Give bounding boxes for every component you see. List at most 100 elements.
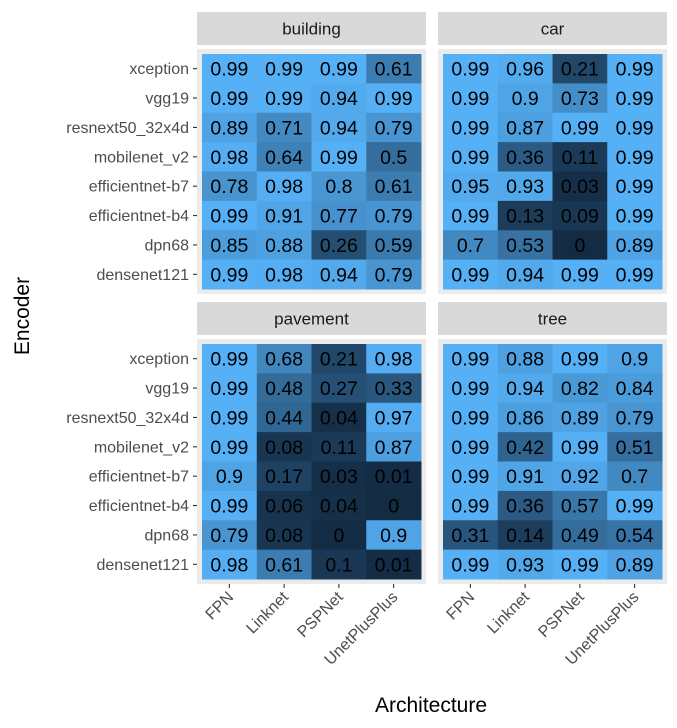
cell-value-label: 0.1	[325, 554, 352, 576]
heatmap-cell	[552, 373, 608, 404]
cell-value-label: 0.31	[451, 525, 489, 547]
heatmap-cell	[443, 549, 499, 580]
cell-value-label: 0.99	[451, 206, 489, 228]
heatmap-cell	[366, 461, 422, 492]
panel-building: building 0.99 0.99 0.99 0.61 0.99 0.99 0.94 0.99…	[197, 12, 426, 294]
heatmap-cell	[607, 54, 663, 84]
cell-value-label: 0.99	[616, 88, 654, 110]
cell-value-label: 0.79	[375, 206, 413, 228]
heatmap-cell	[366, 259, 422, 290]
heatmap-cell	[607, 171, 663, 202]
cell-value-label: 0.61	[265, 554, 303, 576]
cell-value-label: 0.48	[265, 378, 303, 400]
cell-value-label: 0	[574, 235, 585, 257]
cell-value-label: 0.99	[561, 264, 599, 286]
heatmap-cell	[497, 490, 553, 521]
heatmap-cell	[256, 230, 312, 261]
cell-value-label: 0.9	[512, 88, 539, 110]
x-tick-label: FPN	[444, 589, 479, 624]
cell-value-label: 0.99	[210, 206, 248, 228]
cell-value-label: 0.9	[216, 466, 243, 488]
heatmap-cell	[311, 54, 367, 84]
cell-value-label: 0.7	[621, 466, 648, 488]
heatmap-cell	[552, 259, 608, 290]
heatmap-cell	[202, 402, 258, 433]
cell-value-label: 0.99	[451, 554, 489, 576]
cell-value-label: 0.9	[380, 525, 407, 547]
heatmap-cell	[552, 230, 608, 261]
facet-strip-label: pavement	[274, 310, 349, 329]
heatmap-cell	[443, 520, 499, 551]
heatmap-cell	[366, 83, 422, 114]
cell-value-label: 0.98	[210, 554, 248, 576]
heatmap-cell	[443, 112, 499, 143]
cell-value-label: 0.99	[451, 496, 489, 518]
heatmap-cell	[552, 490, 608, 521]
cell-value-label: 0.01	[375, 554, 413, 576]
cell-value-label: 0.86	[506, 407, 544, 429]
heatmap-cell	[256, 490, 312, 521]
cell-value-label: 0.03	[320, 466, 358, 488]
y-tick-label: efficientnet-b7	[89, 469, 189, 486]
heatmap-cell	[497, 402, 553, 433]
cell-value-label: 0.8	[325, 176, 352, 198]
heatmap-cell	[202, 112, 258, 143]
heatmap-cell	[311, 461, 367, 492]
y-tick-label: efficientnet-b4	[89, 498, 189, 515]
cell-value-label: 0.99	[320, 59, 358, 81]
y-tick-label: resnext50_32x4d	[66, 410, 189, 427]
heatmap-cell	[443, 432, 499, 462]
cell-value-label: 0.42	[506, 437, 544, 459]
heatmap-cell	[607, 142, 663, 172]
heatmap-cell	[256, 54, 312, 84]
heatmap-cell	[311, 549, 367, 580]
heatmap-cell	[443, 230, 499, 261]
heatmap-cell	[311, 344, 367, 374]
x-tick-label: Linknet	[243, 588, 292, 637]
heatmap-cell	[552, 54, 608, 84]
heatmap-cell	[256, 259, 312, 290]
heatmap-cell	[256, 344, 312, 374]
heatmap-cell	[552, 402, 608, 433]
cell-value-label: 0.99	[616, 147, 654, 169]
heatmap-cell	[202, 200, 258, 231]
y-tick-label: xception	[129, 61, 189, 78]
cell-value-label: 0.98	[265, 176, 303, 198]
cell-value-label: 0.97	[375, 407, 413, 429]
heatmap-cell	[552, 200, 608, 231]
cell-value-label: 0.59	[375, 235, 413, 257]
cell-value-label: 0.61	[375, 176, 413, 198]
heatmap-cell	[607, 520, 663, 551]
cell-value-label: 0	[333, 525, 344, 547]
heatmap-cell	[607, 344, 663, 374]
x-tick-label: PSPNet	[535, 588, 588, 641]
cell-value-label: 0.44	[265, 407, 303, 429]
heatmap-cell	[497, 549, 553, 580]
cell-value-label: 0	[388, 496, 399, 518]
heatmap-cell	[256, 112, 312, 143]
cell-value-label: 0.89	[616, 554, 654, 576]
cell-value-label: 0.79	[375, 117, 413, 139]
cell-value-label: 0.09	[561, 206, 599, 228]
heatmap-cell	[202, 54, 258, 84]
heatmap-cell	[256, 520, 312, 551]
heatmap-cell	[311, 200, 367, 231]
cell-value-label: 0.87	[375, 437, 413, 459]
cell-value-label: 0.99	[561, 117, 599, 139]
cell-value-label: 0.61	[375, 59, 413, 81]
heatmap-cell	[443, 490, 499, 521]
heatmap-cell	[366, 490, 422, 521]
y-tick-label: efficientnet-b4	[89, 208, 189, 225]
heatmap-cell	[202, 520, 258, 551]
cell-value-label: 0.51	[616, 437, 654, 459]
heatmap-cell	[497, 373, 553, 404]
heatmap-cell	[607, 83, 663, 114]
y-tick-label: mobilenet_v2	[94, 149, 189, 166]
heatmap-cell	[443, 373, 499, 404]
cell-value-label: 0.99	[451, 349, 489, 371]
cell-value-label: 0.99	[451, 407, 489, 429]
heatmap-cell	[202, 171, 258, 202]
panel-pavement: pavement 0.99 0.68 0.21 0.98 0.99 0.48 0.27 0.33…	[197, 302, 426, 584]
cell-value-label: 0.99	[210, 437, 248, 459]
